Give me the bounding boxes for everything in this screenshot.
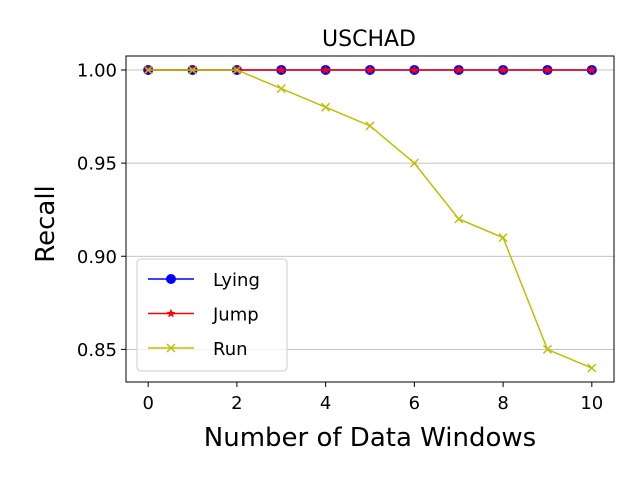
data-point: [498, 233, 508, 243]
data-point: [232, 65, 242, 75]
x-tick-label: 4: [320, 393, 331, 414]
series-lines: [143, 64, 597, 373]
x-tick-label: 10: [580, 393, 603, 414]
legend-marker: [166, 343, 176, 353]
legend-entry-jump: Jump: [148, 305, 259, 326]
x-tick-label: 6: [409, 393, 420, 414]
series-run: [143, 65, 597, 373]
data-point: [498, 65, 508, 74]
y-tick-label: 1.00: [77, 60, 117, 81]
data-point: [454, 214, 464, 224]
y-tick-label: 0.95: [77, 154, 117, 175]
data-point: [276, 84, 286, 94]
x-tick-label: 0: [142, 393, 153, 414]
data-point: [542, 344, 552, 354]
data-point: [587, 65, 597, 74]
legend-label: Lying: [213, 270, 260, 291]
data-point: [143, 65, 153, 75]
x-axis: 0 2 4 6 8 10: [142, 382, 603, 414]
y-tick-label: 0.90: [77, 247, 117, 268]
legend-marker: [166, 308, 176, 318]
x-tick-label: 2: [231, 393, 242, 414]
data-point: [587, 363, 597, 373]
x-tick-label: 8: [497, 393, 508, 414]
data-point: [365, 65, 375, 74]
legend-label: Jump: [212, 305, 259, 326]
legend-box: [136, 258, 288, 372]
data-point: [276, 65, 286, 74]
legend-marker: [166, 274, 176, 284]
x-axis-label: Number of Data Windows: [204, 423, 536, 453]
data-point: [320, 65, 331, 74]
data-point: [409, 158, 419, 168]
legend-entry-run: Run: [148, 339, 248, 360]
data-point: [409, 65, 420, 74]
data-point: [321, 102, 331, 112]
y-axis: 0.85 0.90 0.95 1.00: [77, 60, 126, 361]
data-point: [188, 65, 198, 75]
y-axis-label: Recall: [31, 185, 61, 263]
chart-title: USCHAD: [322, 27, 416, 52]
data-point: [454, 65, 464, 74]
legend: Lying Jump Run: [136, 258, 288, 372]
y-tick-label: 0.85: [77, 340, 117, 361]
legend-entry-lying: Lying: [148, 270, 260, 291]
data-point: [365, 121, 375, 131]
plot-frame: [125, 55, 615, 383]
data-point: [542, 65, 553, 74]
legend-label: Run: [213, 339, 248, 360]
